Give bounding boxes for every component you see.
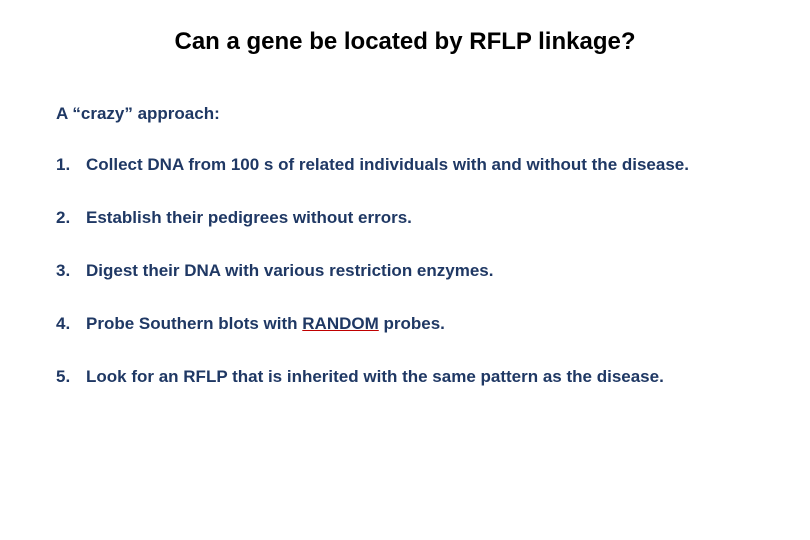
list-item: 3. Digest their DNA with various restric… [56, 260, 762, 283]
list-number: 2. [56, 207, 86, 230]
slide-title: Can a gene be located by RFLP linkage? [48, 28, 762, 56]
list-number: 1. [56, 154, 86, 177]
list-item: 1. Collect DNA from 100 s of related ind… [56, 154, 762, 177]
slide-subtitle: A “crazy” approach: [56, 104, 762, 124]
list-item: 2. Establish their pedigrees without err… [56, 207, 762, 230]
list-item: 5. Look for an RFLP that is inherited wi… [56, 366, 762, 389]
numbered-list: 1. Collect DNA from 100 s of related ind… [56, 154, 762, 389]
random-underlined: RANDOM [302, 314, 379, 333]
list-number: 5. [56, 366, 86, 389]
list-text: Probe Southern blots with RANDOM probes. [86, 313, 762, 336]
list-text: Digest their DNA with various restrictio… [86, 260, 762, 283]
list-number: 3. [56, 260, 86, 283]
list-text: Establish their pedigrees without errors… [86, 207, 762, 230]
list-number: 4. [56, 313, 86, 336]
list-item: 4. Probe Southern blots with RANDOM prob… [56, 313, 762, 336]
text-after: probes. [379, 314, 445, 333]
list-text: Look for an RFLP that is inherited with … [86, 366, 762, 389]
text-before: Probe Southern blots with [86, 314, 302, 333]
list-text: Collect DNA from 100 s of related indivi… [86, 154, 762, 177]
